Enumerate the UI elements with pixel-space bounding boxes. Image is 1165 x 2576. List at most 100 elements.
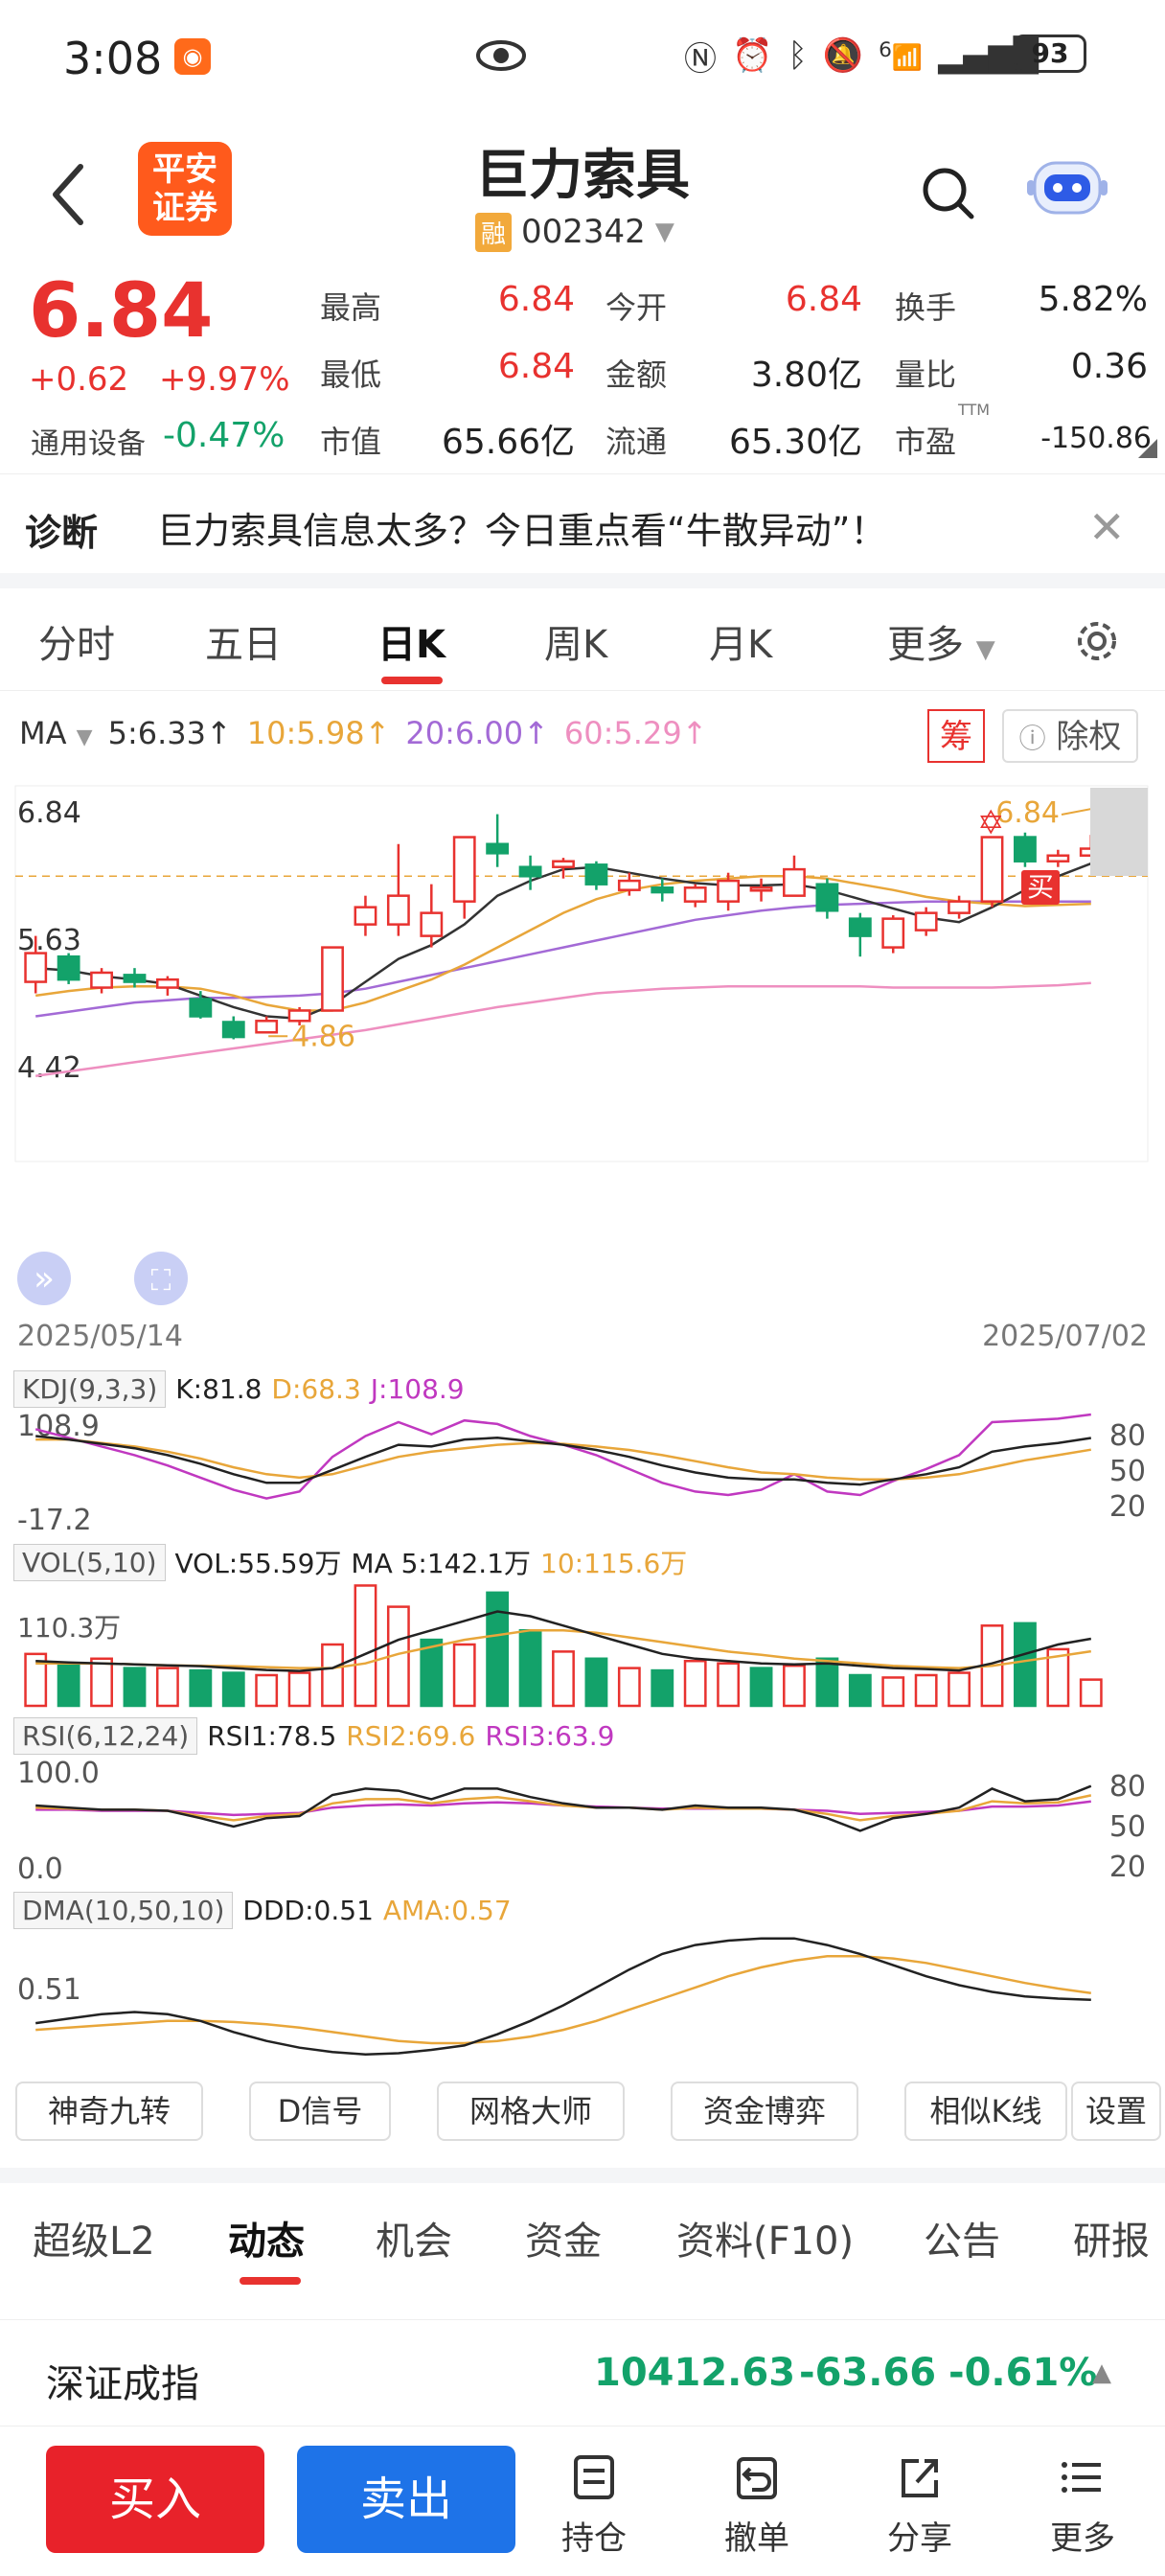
eye-icon bbox=[476, 40, 526, 71]
action-bar: 买入 卖出 持仓 撤单 分享 更多 bbox=[0, 2426, 1165, 2576]
volume-bar bbox=[848, 1673, 872, 1708]
tab-weekly-k[interactable]: 周K bbox=[544, 623, 608, 667]
chip-distribution-button[interactable]: 筹 bbox=[927, 709, 985, 763]
sector-change: -0.47% bbox=[163, 416, 286, 455]
margin-badge: 融 bbox=[475, 212, 513, 252]
buy-signal-marker: 买 bbox=[1021, 870, 1060, 905]
tool-settings[interactable]: 设置 bbox=[1071, 2082, 1161, 2141]
candle bbox=[57, 953, 80, 984]
candle bbox=[518, 855, 542, 890]
rsi-legend[interactable]: RSI(6,12,24) RSI1:78.5 RSI2:69.6 RSI3:63… bbox=[13, 1717, 614, 1755]
dma-ama: AMA:0.57 bbox=[382, 1895, 512, 1926]
volume-bar bbox=[948, 1671, 971, 1708]
tab-opportunity[interactable]: 机会 bbox=[376, 2220, 452, 2264]
candle-body bbox=[914, 911, 938, 932]
vol-ma10: 10:115.6万 bbox=[540, 1548, 688, 1579]
index-ticker[interactable]: 深证成指 10412.63 -63.66 -0.61% ▲ bbox=[0, 2319, 1165, 2426]
candle bbox=[980, 836, 1004, 908]
tab-intraday[interactable]: 分时 bbox=[38, 623, 115, 667]
candle bbox=[948, 895, 971, 919]
candle-body bbox=[321, 946, 344, 1012]
more-button[interactable]: 更多 bbox=[1035, 2451, 1131, 2559]
chevron-up-icon[interactable]: ▲ bbox=[1092, 2358, 1111, 2387]
candle bbox=[90, 968, 113, 994]
tab-monthly-k[interactable]: 月K bbox=[709, 623, 773, 667]
expand-corner-icon[interactable] bbox=[1138, 439, 1157, 458]
buy-signal-label: 买 bbox=[1027, 871, 1054, 903]
rsi3-value: RSI3:63.9 bbox=[485, 1720, 615, 1752]
candle bbox=[1014, 832, 1037, 867]
close-icon[interactable]: ✕ bbox=[1088, 501, 1126, 553]
chevron-down-icon: ▼ bbox=[654, 218, 674, 246]
stock-header: 平安 证券 巨力索具 融 002342 ▼ bbox=[0, 115, 1165, 268]
tab-five-day[interactable]: 五日 bbox=[205, 623, 282, 667]
diagnosis-label: 诊断 bbox=[25, 512, 99, 554]
rsi1-value: RSI1:78.5 bbox=[207, 1720, 337, 1752]
candle bbox=[881, 915, 905, 954]
volume-bar bbox=[518, 1628, 542, 1708]
diagnosis-banner[interactable]: 诊断 巨力索具信息太多？今日重点看“牛散异动”！ ✕ bbox=[0, 473, 1165, 574]
app-notification-icon: ◉ bbox=[174, 38, 211, 75]
value-float: 65.30亿 bbox=[728, 423, 862, 462]
stock-code-selector[interactable]: 融 002342 ▼ bbox=[475, 211, 674, 253]
dma-legend[interactable]: DMA(10,50,10) DDD:0.51 AMA:0.57 bbox=[13, 1892, 512, 1929]
dma-label[interactable]: DMA(10,50,10) bbox=[13, 1892, 234, 1929]
vol-legend[interactable]: VOL(5,10) VOL:55.59万 MA 5:142.1万 10:115.… bbox=[13, 1543, 687, 1581]
sell-button[interactable]: 卖出 bbox=[297, 2446, 515, 2553]
kdj-legend[interactable]: KDJ(9,3,3) K:81.8 D:68.3 J:108.9 bbox=[13, 1370, 465, 1408]
candle bbox=[123, 968, 147, 988]
candle bbox=[354, 895, 377, 936]
ma-legend[interactable]: MA ▼ 5:6.33↑ 10:5.98↑ 20:6.00↑ 60:5.29↑ bbox=[19, 715, 707, 751]
robot-assistant-icon[interactable] bbox=[1027, 151, 1108, 222]
tool-similar-k[interactable]: 相似K线 bbox=[904, 2082, 1067, 2141]
back-arrow-icon[interactable] bbox=[50, 161, 88, 228]
candle bbox=[1046, 849, 1070, 867]
volume-bar bbox=[321, 1643, 344, 1708]
volume-bar bbox=[123, 1667, 147, 1708]
chevron-down-icon: ▼ bbox=[975, 635, 995, 664]
tool-grid-master[interactable]: 网格大师 bbox=[437, 2082, 625, 2141]
holdings-button[interactable]: 持仓 bbox=[546, 2451, 642, 2559]
tab-research[interactable]: 研报 bbox=[1073, 2220, 1150, 2264]
rsi-top-label: 100.0 bbox=[17, 1757, 100, 1790]
tab-f10[interactable]: 资料(F10) bbox=[676, 2220, 855, 2264]
gear-icon[interactable] bbox=[1073, 617, 1121, 665]
search-icon[interactable] bbox=[920, 165, 977, 222]
cancel-order-button[interactable]: 撤单 bbox=[709, 2451, 805, 2559]
dma-ddd-line bbox=[35, 1937, 1091, 2056]
volume-bar bbox=[189, 1668, 213, 1708]
vol-value: VOL:55.59万 bbox=[174, 1548, 342, 1579]
tab-daily-k[interactable]: 日K bbox=[377, 623, 445, 667]
fullscreen-glyph: ⛶ bbox=[151, 1264, 171, 1298]
value-low: 6.84 bbox=[497, 347, 575, 386]
volume-bar bbox=[452, 1643, 476, 1708]
candle bbox=[783, 855, 806, 897]
tool-nine-turns[interactable]: 神奇九转 bbox=[15, 2082, 203, 2141]
kline-chart[interactable]: 6.84 5.63 4.42 4.86 6.84 买 ✡ » ⛶ 2025/05/14 2025/0… bbox=[0, 767, 1165, 2070]
volume-bar bbox=[255, 1673, 279, 1708]
tool-d-signal[interactable]: D信号 bbox=[249, 2082, 391, 2141]
share-button[interactable]: 分享 bbox=[872, 2451, 968, 2559]
candle-body bbox=[848, 917, 872, 937]
rsi-bottom-label: 0.0 bbox=[17, 1852, 63, 1886]
tab-funds[interactable]: 资金 bbox=[525, 2220, 602, 2264]
tool-fund-game[interactable]: 资金博弈 bbox=[671, 2082, 858, 2141]
kdj-label[interactable]: KDJ(9,3,3) bbox=[13, 1370, 167, 1408]
candle-body bbox=[584, 863, 608, 886]
y-tick-label: 5.63 bbox=[17, 924, 81, 957]
candle-body bbox=[552, 860, 575, 868]
ex-rights-button[interactable]: ⓘ 除权 bbox=[1002, 709, 1138, 763]
tab-announcements[interactable]: 公告 bbox=[924, 2220, 1000, 2264]
buy-button[interactable]: 买入 bbox=[46, 2446, 264, 2553]
stock-name: 巨力索具 bbox=[475, 145, 690, 207]
volume-bar bbox=[90, 1657, 113, 1708]
value-amount: 3.80亿 bbox=[750, 356, 862, 395]
vol-label[interactable]: VOL(5,10) bbox=[13, 1543, 166, 1581]
share-icon bbox=[902, 2459, 938, 2497]
sector-name[interactable]: 通用设备 bbox=[31, 427, 146, 461]
rsi-label[interactable]: RSI(6,12,24) bbox=[13, 1717, 198, 1755]
tab-super-l2[interactable]: 超级L2 bbox=[33, 2220, 155, 2264]
tab-more[interactable]: 更多 ▼ bbox=[887, 623, 995, 667]
collapse-panel-icon bbox=[17, 1252, 71, 1305]
tab-news[interactable]: 动态 bbox=[228, 2220, 305, 2264]
